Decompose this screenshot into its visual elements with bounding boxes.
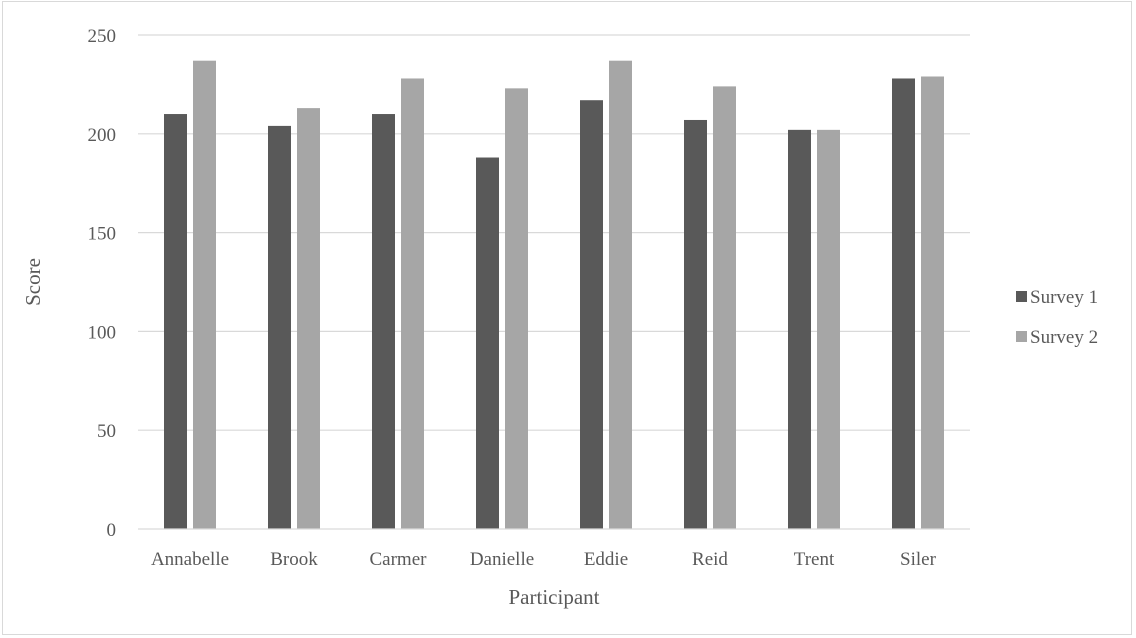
x-tick-label: Eddie [584, 549, 628, 570]
bar-survey-2-annabelle [193, 60, 216, 530]
x-tick-label: Annabelle [151, 549, 229, 570]
x-tick-labels: Annabelle Brook Carmer Danielle Eddie Reid Tre… [151, 549, 937, 570]
legend: Survey 1 Survey 2 [1016, 287, 1098, 348]
bar-survey-1-brook [268, 125, 291, 530]
x-tick-label: Trent [794, 549, 835, 570]
y-tick-label: 250 [88, 26, 117, 47]
legend-label: Survey 1 [1030, 287, 1098, 308]
bar-survey-1-carmer [372, 114, 395, 529]
y-axis-label: Score [21, 258, 45, 306]
y-tick-label: 200 [88, 125, 117, 146]
y-tick-label: 0 [107, 520, 117, 541]
bar-survey-2-eddie [609, 60, 632, 530]
gridlines [138, 34, 970, 431]
bar-survey-2-reid [713, 86, 736, 529]
bar-survey-2-carmer [401, 78, 424, 530]
legend-swatch [1016, 291, 1027, 302]
y-tick-label: 100 [88, 322, 117, 343]
x-tick-label: Danielle [470, 549, 534, 570]
bar-survey-1-trent [788, 129, 811, 529]
x-tick-label: Siler [900, 549, 937, 570]
bar-survey-1-reid [684, 119, 707, 529]
y-tick-labels: 0 50 100 150 200 250 [88, 26, 117, 541]
bar-survey-1-siler [892, 78, 915, 530]
x-tick-label: Carmer [370, 549, 428, 570]
bars [164, 60, 944, 530]
bar-survey-2-brook [297, 108, 320, 529]
bar-survey-2-trent [817, 129, 840, 529]
bar-survey-1-eddie [580, 100, 603, 529]
bar-survey-2-danielle [505, 88, 528, 530]
bar-survey-2-siler [921, 76, 944, 529]
bar-survey-1-danielle [476, 157, 499, 529]
x-axis-label: Participant [509, 585, 600, 609]
legend-swatch [1016, 331, 1027, 342]
x-tick-label: Reid [692, 549, 728, 570]
bar-survey-1-annabelle [164, 114, 187, 529]
legend-label: Survey 2 [1030, 327, 1098, 348]
y-tick-label: 50 [97, 421, 116, 442]
x-tick-label: Brook [270, 549, 318, 570]
y-tick-label: 150 [88, 224, 117, 245]
